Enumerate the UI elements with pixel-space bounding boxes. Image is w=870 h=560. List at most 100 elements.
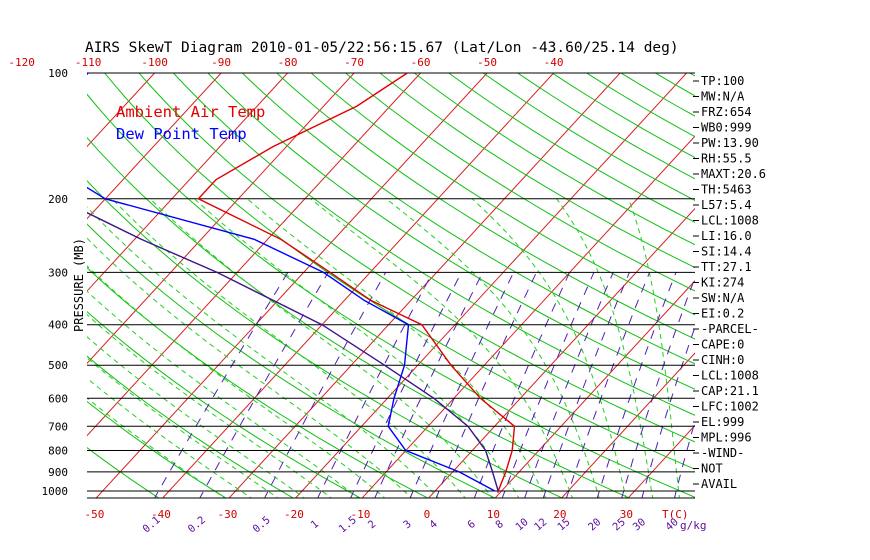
dry-adiabat-line bbox=[482, 73, 695, 201]
mixing-ratio-tick: 0.5 bbox=[251, 514, 273, 535]
index-label: NOT bbox=[701, 462, 723, 476]
dry-adiabat-line bbox=[87, 93, 695, 498]
moist-adiabat-line bbox=[87, 206, 440, 498]
dry-adiabat-line bbox=[172, 73, 695, 416]
bottom-temperature-tick: -50 bbox=[84, 508, 104, 521]
index-label: EI:0.2 bbox=[701, 307, 744, 321]
index-label: MPL:996 bbox=[701, 431, 752, 445]
mixing-ratio-line bbox=[565, 272, 650, 498]
mixing-ratio-tick: 4 bbox=[427, 518, 440, 531]
isobar-lines bbox=[87, 72, 695, 499]
legend-air-temp: Ambient Air Temp bbox=[116, 103, 265, 121]
top-temperature-tick: -40 bbox=[544, 56, 564, 69]
dry-adiabat-line bbox=[448, 73, 695, 223]
temperature-unit-label: T(C) bbox=[662, 508, 689, 521]
index-label: L57:5.4 bbox=[701, 198, 752, 212]
mixing-ratio-tick: 2 bbox=[366, 518, 379, 531]
bottom-temperature-tick: -20 bbox=[284, 508, 304, 521]
dry-adiabat-line bbox=[87, 266, 429, 498]
index-label: -WIND- bbox=[701, 446, 744, 460]
dry-adiabat-line bbox=[551, 73, 695, 159]
pressure-tick-label: 200 bbox=[48, 193, 68, 206]
bottom-temperature-tick: 30 bbox=[620, 508, 633, 521]
mixing-ratio-line bbox=[542, 272, 630, 498]
mixing-ratio-tick: 6 bbox=[465, 518, 478, 531]
dry-adiabat-line bbox=[742, 64, 870, 502]
isotherm-line bbox=[87, 73, 155, 148]
mixing-ratio-line bbox=[621, 276, 695, 498]
index-label: LFC:1002 bbox=[701, 400, 759, 414]
dry-adiabat-line bbox=[516, 73, 695, 180]
moist-adiabat-line bbox=[471, 198, 627, 498]
mixing-ratio-tick: 8 bbox=[493, 518, 506, 531]
moist-adiabat-line bbox=[87, 377, 253, 498]
dry-adiabat-line bbox=[87, 355, 295, 498]
index-label: SI:14.4 bbox=[701, 245, 752, 259]
mixing-ratio-tick: 1 bbox=[309, 518, 322, 531]
top-temperature-tick: -120 bbox=[8, 56, 35, 69]
chart-title: AIRS SkewT Diagram 2010-01-05/22:56:15.6… bbox=[85, 40, 679, 56]
dry-adiabat-line bbox=[241, 73, 695, 365]
index-label: TH:5463 bbox=[701, 183, 752, 197]
isotherm-line bbox=[228, 73, 621, 498]
moist-adiabat-line bbox=[556, 198, 654, 498]
moist-adiabat-line bbox=[87, 357, 279, 498]
moist-adiabat-line bbox=[87, 397, 226, 498]
mixing-ratio-line bbox=[473, 272, 570, 498]
isotherm-line bbox=[0, 73, 22, 500]
dry-adiabat-line bbox=[87, 180, 564, 498]
dry-adiabat-line bbox=[413, 73, 695, 246]
dry-adiabat-line bbox=[207, 73, 695, 390]
mixing-ratio-tick: 12 bbox=[532, 516, 549, 533]
mixing-ratio-line bbox=[641, 325, 695, 498]
mixing-ratio-tick: 20 bbox=[586, 516, 603, 533]
sounding-series bbox=[87, 73, 516, 493]
mixing-ratio-line bbox=[596, 272, 677, 498]
dry-adiabat-line bbox=[776, 64, 870, 502]
isotherm-line bbox=[95, 73, 488, 498]
top-temperature-tick: -110 bbox=[75, 56, 102, 69]
legend-dew-point: Dew Point Temp bbox=[116, 125, 247, 143]
pressure-tick-label: 800 bbox=[48, 445, 68, 458]
isotherm-line bbox=[294, 73, 687, 498]
isotherm-line bbox=[87, 73, 355, 365]
pressure-tick-label: 400 bbox=[48, 319, 68, 332]
mixing-ratio-tick: 10 bbox=[513, 516, 530, 533]
mixing-ratio-line bbox=[154, 272, 289, 498]
mixing-ratio-line bbox=[673, 419, 695, 498]
y-axis-label: PRESSURE (MB) bbox=[72, 238, 86, 332]
mixing-ratio-line bbox=[350, 272, 462, 498]
index-label: TT:27.1 bbox=[701, 260, 752, 274]
moist-adiabat-line bbox=[87, 336, 306, 498]
dry-adiabat-line bbox=[87, 310, 362, 498]
index-label: MW:N/A bbox=[701, 90, 745, 104]
isotherm-line bbox=[560, 352, 695, 498]
index-label: LCL:1008 bbox=[701, 369, 759, 383]
pressure-tick-label: 500 bbox=[48, 359, 68, 372]
mixing-ratio-tick: 0.2 bbox=[186, 514, 208, 535]
background-lines bbox=[0, 64, 870, 502]
index-label: AVAIL bbox=[701, 477, 737, 491]
mixing-ratio-line bbox=[409, 272, 515, 498]
isotherm-line bbox=[361, 135, 695, 498]
parcel-line bbox=[87, 211, 499, 492]
dry-adiabat-line bbox=[276, 73, 695, 340]
bottom-temperature-ticks: -50 -40 -30 -20 -10 0 10 20 30 bbox=[84, 508, 633, 521]
dry-adiabat-line bbox=[379, 73, 695, 269]
index-label: WB0:999 bbox=[701, 121, 752, 135]
moist-adiabat-line bbox=[87, 265, 386, 498]
ambient-air-temp-line bbox=[197, 73, 516, 493]
dry-adiabat-line bbox=[344, 73, 695, 292]
mixing-ratio-tick: 3 bbox=[401, 518, 414, 531]
bottom-temperature-tick: -40 bbox=[151, 508, 171, 521]
index-label: LCL:1008 bbox=[701, 214, 759, 228]
index-label: EL:999 bbox=[701, 415, 744, 429]
dry-adiabat-line bbox=[103, 73, 695, 470]
pressure-tick-labels: 100 200 300 400 500 600 700 800 900 1000 bbox=[42, 67, 69, 498]
top-temperature-tick: -70 bbox=[344, 56, 364, 69]
pressure-tick-label: 300 bbox=[48, 266, 68, 279]
isotherm-line bbox=[87, 73, 421, 437]
moist-adiabat-line bbox=[310, 198, 573, 498]
